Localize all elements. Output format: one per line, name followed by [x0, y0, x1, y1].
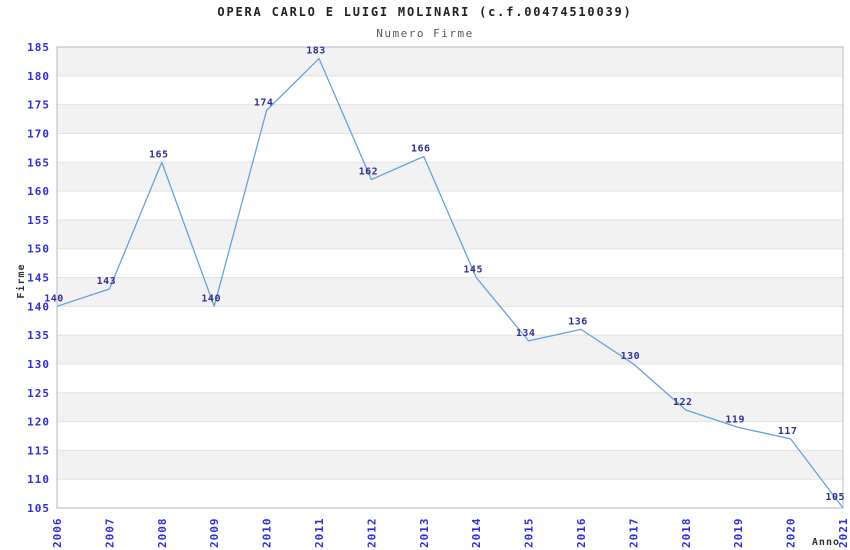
grid-band: [57, 277, 843, 307]
x-tick-label: 2016: [575, 518, 588, 549]
data-label: 162: [359, 167, 379, 178]
y-tick-label: 175: [27, 99, 50, 112]
y-tick-label: 125: [27, 387, 50, 400]
y-tick-label: 120: [27, 416, 50, 429]
y-tick-label: 140: [27, 300, 50, 313]
x-tick-label: 2015: [523, 518, 536, 549]
grid-band: [57, 450, 843, 480]
grid-band: [57, 392, 843, 422]
y-tick-label: 160: [27, 185, 50, 198]
x-tick-label: 2019: [732, 518, 745, 549]
x-tick-label: 2008: [156, 518, 169, 549]
grid-band: [57, 47, 843, 76]
x-tick-label: 2012: [365, 518, 378, 549]
x-tick-label: 2010: [261, 518, 274, 549]
y-tick-label: 180: [27, 70, 50, 83]
y-tick-label: 130: [27, 358, 50, 371]
data-label: 122: [673, 397, 693, 408]
y-tick-label: 165: [27, 156, 50, 169]
y-tick-label: 155: [27, 214, 50, 227]
data-label: 140: [201, 293, 221, 304]
data-label: 117: [778, 426, 798, 437]
data-label: 130: [621, 351, 641, 362]
grid-band: [57, 421, 843, 451]
grid-band: [57, 479, 843, 508]
data-label: 134: [516, 328, 536, 339]
x-tick-label: 2014: [470, 518, 483, 549]
y-tick-label: 110: [27, 473, 50, 486]
x-tick-label: 2020: [785, 518, 798, 549]
y-tick-label: 145: [27, 272, 50, 285]
y-axis-title: Firme: [15, 263, 27, 298]
x-tick-label: 2013: [418, 518, 431, 549]
grid-band: [57, 75, 843, 105]
series-line: [56, 57, 844, 509]
x-tick-label: 2011: [313, 518, 326, 549]
data-label: 183: [306, 46, 326, 57]
grid-band: [57, 248, 843, 278]
grid-band: [57, 219, 843, 249]
data-label: 166: [411, 143, 431, 154]
chart-subtitle: Numero Firme: [376, 27, 474, 40]
data-label: 165: [149, 149, 169, 160]
data-label: 105: [825, 492, 845, 503]
chart-title: OPERA CARLO E LUIGI MOLINARI (c.f.004745…: [217, 5, 633, 19]
data-label: 119: [725, 414, 745, 425]
data-label: 140: [44, 293, 64, 304]
plot-border: [56, 46, 844, 509]
data-label: 143: [97, 276, 117, 287]
y-tick-label: 115: [27, 444, 50, 457]
y-tick-label: 150: [27, 243, 50, 256]
y-tick-label: 185: [27, 41, 50, 54]
y-tick-label: 105: [27, 502, 50, 515]
grid-band: [57, 335, 843, 364]
x-tick-label: 2006: [51, 518, 64, 549]
y-tick-label: 135: [27, 329, 50, 342]
data-label: 174: [254, 97, 274, 108]
x-axis-title: Anno: [812, 537, 840, 548]
data-label: 136: [568, 316, 588, 327]
grid-band: [57, 104, 843, 134]
data-label: 145: [463, 265, 483, 276]
grid-band: [57, 133, 843, 163]
grid-band: [57, 363, 843, 393]
grid-band: [57, 162, 843, 192]
x-tick-label: 2021: [837, 518, 850, 549]
grid-band: [57, 191, 843, 220]
x-tick-label: 2009: [208, 518, 221, 549]
x-tick-label: 2017: [627, 518, 640, 549]
y-tick-label: 170: [27, 127, 50, 140]
x-tick-label: 2018: [680, 518, 693, 549]
grid-band: [57, 306, 843, 336]
x-tick-label: 2007: [103, 518, 116, 549]
